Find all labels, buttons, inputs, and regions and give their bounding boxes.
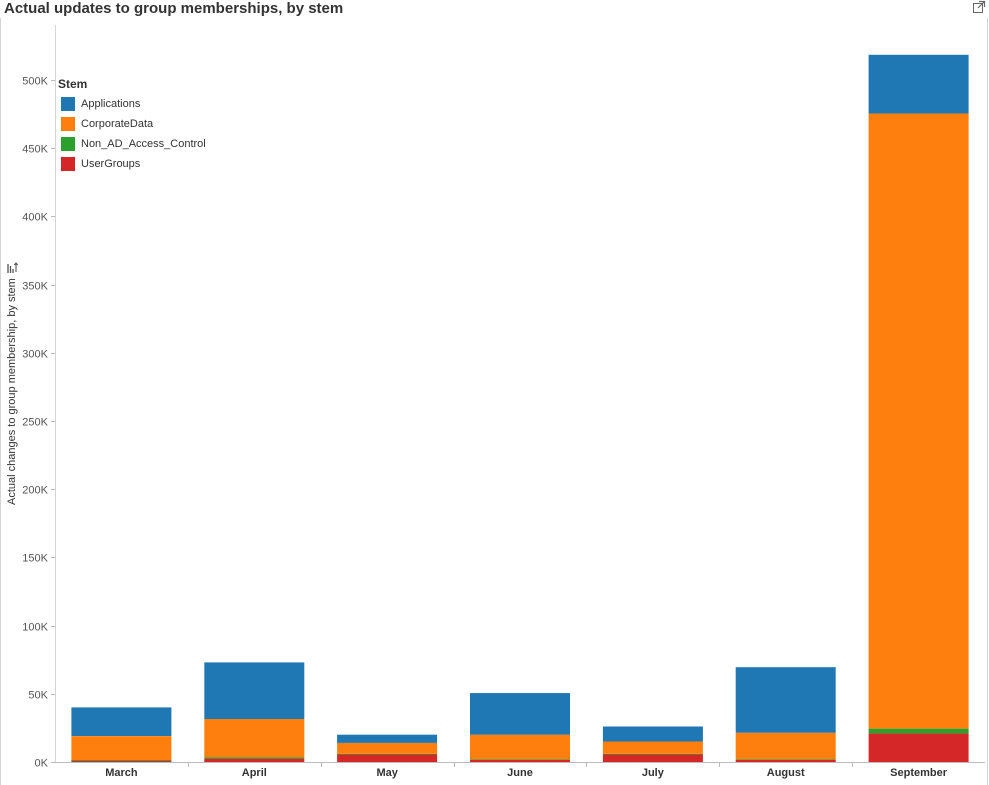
bar-segment-applications[interactable] [337,734,438,743]
bar-segment-corporatedata[interactable] [602,741,703,754]
bar-segment-non-ad-access-control[interactable] [735,759,836,760]
bar-segment-corporatedata[interactable] [470,734,570,760]
legend-label: Non_AD_Access_Control [81,138,206,150]
y-tick-label: 250K [22,417,48,429]
legend-swatch [61,137,75,151]
legend-swatch [61,157,75,171]
y-tick-label: 100K [22,622,48,634]
legend-swatch [61,97,75,111]
x-tick-label: September [890,767,948,779]
sort-icon[interactable] [7,262,18,274]
bar-segment-non-ad-access-control[interactable] [868,728,969,734]
bar-segment-corporatedata[interactable] [71,736,172,760]
bar-segment-non-ad-access-control[interactable] [204,757,305,759]
bar-segment-corporatedata[interactable] [735,732,836,760]
bar-segment-usergroups[interactable] [602,754,703,763]
bar-segment-corporatedata[interactable] [204,719,305,758]
legend-title: Stem [58,77,88,91]
bar-segment-applications[interactable] [735,667,836,733]
bar-segment-corporatedata[interactable] [868,113,969,729]
y-tick-label: 150K [22,553,48,565]
y-tick-label: 450K [22,144,48,156]
legend: Stem Applications CorporateData Non_AD_Acc… [58,77,206,174]
bar-segment-non-ad-access-control[interactable] [337,753,438,755]
bar-segment-applications[interactable] [204,662,305,719]
bar-segment-non-ad-access-control[interactable] [71,760,172,761]
bar-segment-corporatedata[interactable] [337,742,438,754]
y-tick-label: 350K [22,281,48,293]
bar-segment-usergroups[interactable] [470,760,570,762]
bar-segment-usergroups[interactable] [71,760,172,762]
bar-segment-non-ad-access-control[interactable] [602,753,703,755]
y-tick-label: 50K [28,690,48,702]
legend-label: UserGroups [81,158,141,170]
x-tick-label: August [767,767,805,779]
legend-item-non-ad-access-control[interactable]: Non_AD_Access_Control [58,134,206,154]
legend-label: CorporateData [81,118,154,130]
legend-item-usergroups[interactable]: UserGroups [58,154,206,174]
bar-segment-usergroups[interactable] [204,758,305,762]
legend-item-applications[interactable]: Applications [58,94,206,114]
x-tick-label: May [376,767,398,779]
x-tick-label: March [105,767,138,779]
y-axis-label: Actual changes to group membership, by s… [6,278,18,505]
y-tick-label: 500K [22,76,48,88]
y-tick-label: 400K [22,212,48,224]
bar-segment-applications[interactable] [602,726,703,742]
x-tick-label: April [242,767,267,779]
external-link-icon[interactable] [972,0,986,14]
bar-segment-non-ad-access-control[interactable] [470,759,570,760]
x-tick-label: June [507,767,533,779]
bar-segment-applications[interactable] [470,693,570,735]
legend-label: Applications [81,98,141,110]
bar-segment-usergroups[interactable] [868,733,969,762]
legend-item-corporatedata[interactable]: CorporateData [58,114,206,134]
y-tick-label: 300K [22,349,48,361]
chart-title: Actual updates to group memberships, by … [4,0,344,17]
y-tick-label: 200K [22,485,48,497]
bar-segment-usergroups[interactable] [735,760,836,762]
bar-segment-applications[interactable] [71,707,172,736]
legend-swatch [61,117,75,131]
x-tick-label: July [642,767,665,779]
bar-segment-applications[interactable] [868,54,969,114]
y-tick-label: 0K [35,758,49,770]
bar-segment-usergroups[interactable] [337,754,438,763]
